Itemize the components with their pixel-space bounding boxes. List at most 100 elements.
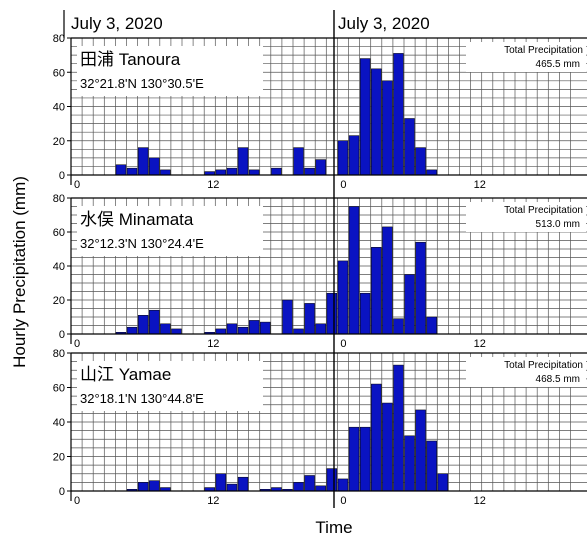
precipitation-bar [348,206,360,335]
y-tick-label: 0 [59,329,65,341]
precipitation-bar [382,80,393,176]
y-tick-label: 80 [53,348,65,360]
total-precipitation-value: 468.5 mm [536,374,580,385]
y-tick-label: 40 [53,102,65,114]
y-tick-label: 20 [53,136,65,148]
total-precipitation-value: 513.0 mm [536,219,580,230]
station-coordinates: 32°12.3'N 130°24.4'E [80,236,204,251]
y-tick-label: 20 [53,295,65,307]
x-tick-label: 12 [474,495,486,507]
total-precipitation-box [466,357,586,387]
precipitation-bar [382,402,393,492]
precipitation-bar [160,323,171,335]
station-name: 水俣 Minamata [80,210,194,229]
precipitation-bar [137,147,149,176]
panel-2: 0 20 40 60 80 0 12 0 12 水俣 Minamata 32°12.3'N 130°… [53,193,587,350]
y-tick-label: 60 [53,227,65,239]
precipitation-bar [160,169,171,176]
precipitation-bar [237,326,249,335]
precipitation-bar [171,328,182,335]
x-axis-label: Time [315,518,352,537]
precipitation-bar [304,303,315,335]
precipitation-bar [315,323,326,335]
y-tick-label: 20 [53,452,65,464]
total-precipitation-value: 465.5 mm [536,59,580,70]
precipitation-bar [337,478,349,492]
x-tick-label: 12 [474,338,486,350]
precipitation-bar [215,473,227,492]
precipitation-bar [371,383,382,492]
precipitation-bar [326,292,338,335]
precipitation-bar [348,135,360,176]
precipitation-bar [260,321,271,335]
precipitation-bar [215,169,227,176]
precipitation-bar [371,247,382,335]
precipitation-bar [337,260,349,335]
x-tick-label: 0 [340,179,346,191]
precipitation-bar [248,320,260,335]
x-tick-label: 0 [74,338,80,350]
y-tick-label: 40 [53,417,65,429]
precipitation-bar [304,475,315,492]
precipitation-bar [437,473,449,492]
station-info-box [77,46,263,96]
station-info-box [77,361,263,411]
y-tick-label: 0 [59,486,65,498]
precipitation-bar [404,274,415,335]
precipitation-bar [226,167,238,176]
y-tick-label: 80 [53,193,65,205]
x-tick-label: 12 [207,179,219,191]
precipitation-bar [282,299,293,335]
precipitation-bar [226,323,238,335]
precipitation-bar [115,164,127,176]
precipitation-bar [404,118,415,176]
precipitation-bar [371,68,382,176]
precipitation-bar [126,326,138,335]
y-tick-label: 80 [53,33,65,45]
x-tick-label: 0 [340,338,346,350]
precipitation-bar [337,140,349,176]
x-tick-label: 0 [74,179,80,191]
x-tick-label: 0 [74,495,80,507]
x-tick-label: 12 [207,338,219,350]
precipitation-bar [237,147,249,176]
precipitation-bar [393,318,404,335]
precipitation-bar [149,309,160,335]
panel-3: 0 20 40 60 80 0 12 0 12 山江 Yamae 32°18.1'N 130°44.… [53,348,587,507]
precipitation-bar [359,426,371,492]
station-name: 田浦 Tanoura [80,50,181,69]
x-tick-label: 12 [474,179,486,191]
precipitation-bar [393,53,404,176]
precipitation-bar [137,482,149,492]
precipitation-bar [315,159,326,176]
total-precipitation-label: Total Precipitation [504,360,583,371]
precipitation-bar [415,147,426,176]
panel-1: 0 20 40 60 80 0 12 0 12 田浦 Tanoura 32°21.8'N 130°3… [53,33,587,191]
precipitation-bar [149,480,160,492]
precipitation-bar [359,58,371,176]
x-tick-label: 0 [340,495,346,507]
total-precipitation-label: Total Precipitation [504,45,583,56]
precipitation-bar [426,316,437,335]
precipitation-bar [126,167,138,176]
precipitation-bar [326,468,338,492]
x-tick-label: 12 [207,495,219,507]
y-tick-label: 40 [53,261,65,273]
station-info-box [77,206,263,256]
precipitation-bar [426,169,437,176]
precipitation-bar [315,485,326,492]
y-tick-label: 60 [53,67,65,79]
precipitation-bar [226,483,238,492]
date-label-left: July 3, 2020 [71,14,163,33]
precipitation-bar [293,147,304,176]
precipitation-bar [304,167,315,176]
precipitation-bar [137,315,149,335]
station-coordinates: 32°21.8'N 130°30.5'E [80,76,204,91]
precipitation-bar [415,409,426,492]
precipitation-bar [149,157,160,176]
y-tick-label: 0 [59,170,65,182]
precipitation-bar [293,328,304,335]
precipitation-bar [426,440,437,492]
precipitation-bar [393,364,404,492]
date-label-right: July 3, 2020 [338,14,430,33]
